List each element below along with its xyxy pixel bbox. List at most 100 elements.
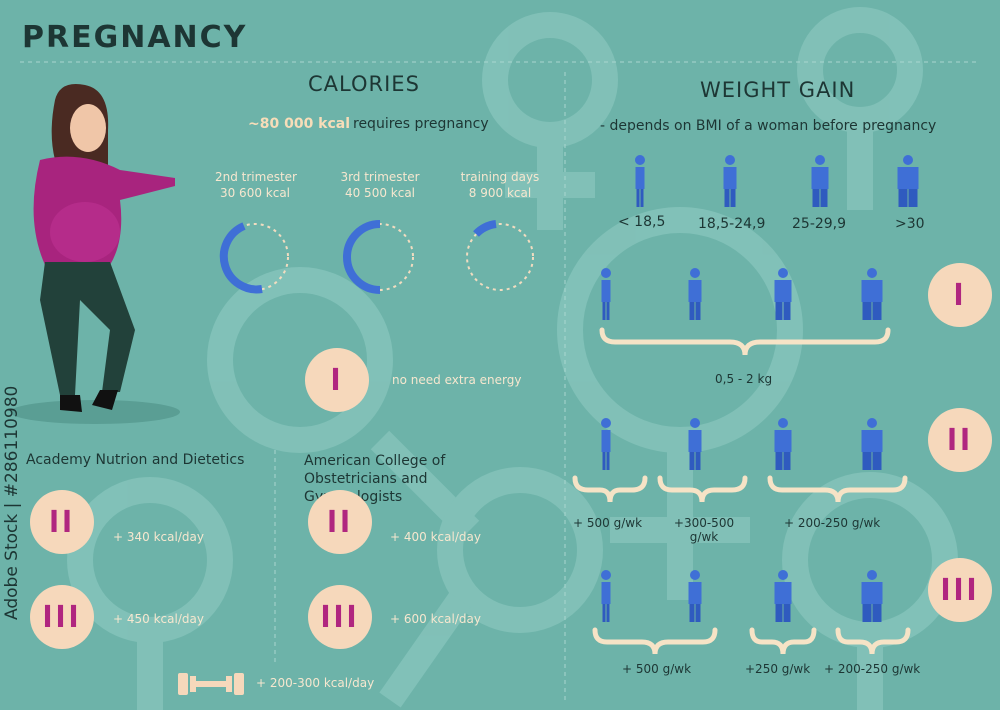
gain-value: + 500 g/wk	[573, 516, 643, 530]
figure-icon-part	[778, 418, 788, 428]
kcal-value: + 600 kcal/day	[390, 612, 481, 626]
gain-value: +300-500 g/wk	[673, 516, 735, 544]
figure-icon-part	[695, 604, 701, 622]
figure-icon-part	[640, 189, 644, 207]
figure-icon-part	[867, 418, 877, 428]
figure-icon-part	[690, 570, 700, 580]
donut-arcs	[219, 220, 497, 294]
figure-icon-part	[862, 452, 872, 470]
trimester-label: 3rd trimester	[340, 170, 420, 184]
figure-icon-part	[606, 302, 610, 320]
trimester-value: 40 500 kcal	[344, 186, 416, 200]
highlight: ~80 000 kcal	[248, 116, 351, 132]
figure-icon-part	[688, 582, 702, 604]
bmi-label: 25-29,9	[792, 216, 847, 232]
figure-icon-part	[778, 570, 788, 580]
figure-icon-part	[872, 604, 882, 622]
figure-icon-part	[778, 268, 788, 278]
figure-icon-part	[606, 452, 610, 470]
figure-icon-part	[861, 280, 883, 302]
figure-icon-part	[783, 452, 791, 470]
trimester-badge: III	[308, 585, 372, 649]
watermark: Adobe Stock | #286110980	[2, 385, 22, 620]
bmi-label: >30	[895, 216, 925, 232]
figure-icon-part	[774, 430, 792, 452]
figure-icon-part	[783, 302, 791, 320]
bmi-label: 18,5-24,9	[698, 216, 766, 232]
figure-icon-part	[601, 268, 611, 278]
gain-value: +250 g/wk	[745, 662, 811, 676]
figure-icon-part	[602, 604, 606, 622]
gain-value: + 200-250 g/wk	[784, 516, 881, 530]
figure-icon-part	[606, 604, 610, 622]
trimester-label: training days	[460, 170, 540, 184]
figure-icon-part	[861, 430, 883, 452]
gain-value: 0,5 - 2 kg	[715, 372, 773, 386]
figure-icon-part	[636, 189, 640, 207]
figure-icon-part	[908, 189, 918, 207]
figure-icon-part	[688, 280, 702, 302]
figure-icon-part	[690, 418, 700, 428]
figure-icon-part	[689, 452, 695, 470]
title: PREGNANCY	[22, 20, 248, 55]
figure-icon-part	[812, 189, 820, 207]
figure-icon-part	[601, 418, 611, 428]
figure-icon-part	[695, 302, 701, 320]
figure-icon-part	[775, 604, 783, 622]
figure-icon-part	[601, 582, 611, 604]
gain-value: + 200-250 g/wk	[824, 662, 921, 676]
figure-icon-part	[775, 302, 783, 320]
trimester-badge: I	[305, 348, 369, 412]
trimester-value: 30 600 kcal	[219, 186, 291, 200]
subtitle: - depends on BMI of a woman before pregn…	[600, 118, 937, 134]
figure-icon-part	[635, 167, 645, 189]
trimester-badge: II	[30, 490, 94, 554]
figure-icon-part	[898, 189, 908, 207]
figure-icon-part	[862, 302, 872, 320]
section-title: WEIGHT GAIN	[700, 78, 856, 102]
kcal-value: + 400 kcal/day	[390, 530, 481, 544]
figure-icon-part	[867, 268, 877, 278]
kcal-value: + 450 kcal/day	[113, 612, 204, 626]
figure-icon-part	[820, 189, 828, 207]
figure-icon-part	[730, 189, 736, 207]
figure-icon-part	[601, 570, 611, 580]
trimester-badge: I	[928, 263, 992, 327]
source-name: Academy Nutrion and Dietetics	[26, 452, 245, 468]
trimester-label: 2nd trimester	[215, 170, 297, 184]
figure-icon-part	[601, 430, 611, 452]
figure-icon-part	[635, 155, 645, 165]
figure-icon-part	[872, 452, 882, 470]
figure-icon-part	[690, 268, 700, 278]
trimester-badge: III	[30, 585, 94, 649]
figure-icon-part	[872, 302, 882, 320]
subtitle: requires pregnancy	[353, 116, 489, 132]
figure-icon-part	[602, 302, 606, 320]
figure-icon-part	[725, 155, 735, 165]
kcal-value: + 340 kcal/day	[113, 530, 204, 544]
figure-icons	[601, 155, 919, 622]
figure-icon-part	[774, 280, 792, 302]
figure-icon-part	[811, 167, 829, 189]
figure-icon-part	[897, 167, 919, 189]
figure-icon-part	[689, 302, 695, 320]
note: no need extra energy	[392, 373, 522, 387]
figure-icon-part	[602, 452, 606, 470]
training-value: + 200-300 kcal/day	[256, 676, 375, 690]
section-title: CALORIES	[308, 72, 420, 96]
figure-icon-part	[689, 604, 695, 622]
figure-icon-part	[867, 570, 877, 580]
braces	[572, 327, 911, 655]
figure-icon-part	[688, 430, 702, 452]
bmi-label: < 18,5	[618, 214, 666, 230]
figure-icon-part	[775, 452, 783, 470]
figure-icon-part	[723, 167, 737, 189]
figure-icon-part	[862, 604, 872, 622]
trimester-value: 8 900 kcal	[468, 186, 532, 200]
figure-icon-part	[774, 582, 792, 604]
figure-icon-part	[695, 452, 701, 470]
figure-icon-part	[861, 582, 883, 604]
trimester-badge: II	[308, 490, 372, 554]
